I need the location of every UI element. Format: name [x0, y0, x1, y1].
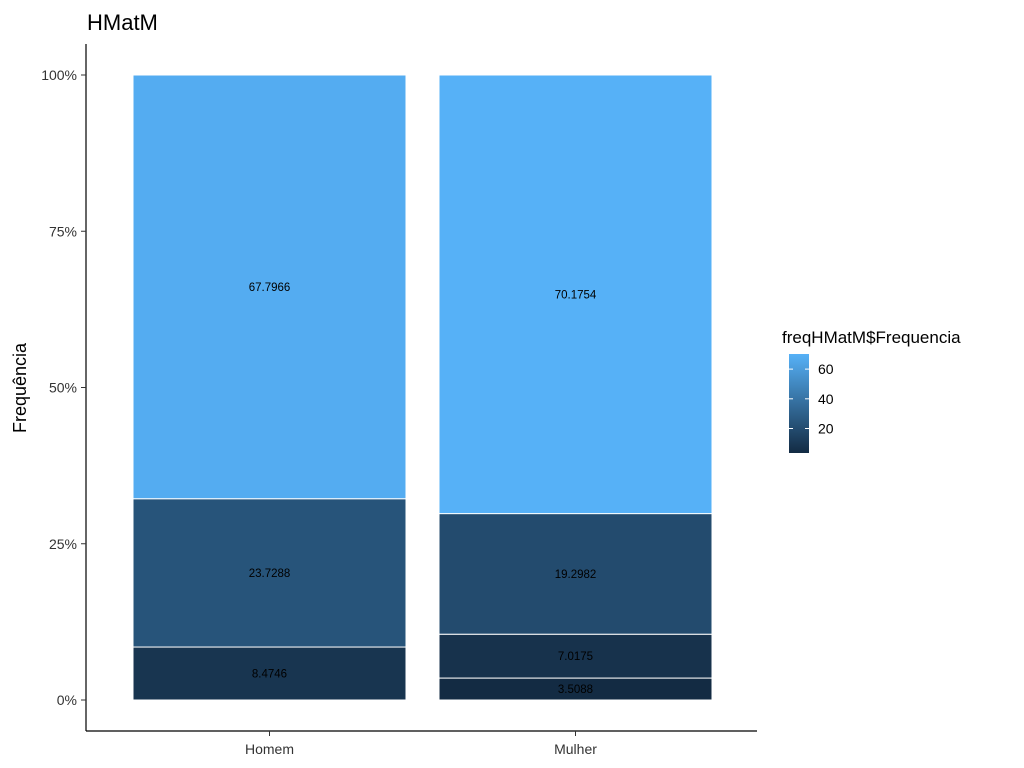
legend-tick-label: 40	[818, 391, 834, 407]
y-axis-label: Frequência	[10, 342, 30, 433]
bar-data-label: 67.7966	[249, 282, 291, 294]
color-legend: freqHMatM$Frequencia 20 40 60	[782, 328, 961, 453]
legend-tick-label: 60	[818, 361, 834, 377]
legend-tick-label: 20	[818, 421, 834, 437]
bar-data-label: 23.7288	[249, 568, 291, 580]
y-tick-label: 75%	[49, 223, 77, 239]
x-category-label: Homem	[245, 741, 294, 757]
y-tick-label: 100%	[41, 67, 77, 83]
legend-title: freqHMatM$Frequencia	[782, 328, 961, 347]
bar-data-label: 7.0175	[558, 651, 593, 663]
legend-ticks: 20 40 60	[789, 361, 834, 437]
y-tick-label: 50%	[49, 380, 77, 396]
bar-segment	[132, 498, 407, 648]
bar-data-label: 3.5088	[558, 684, 593, 696]
bar-segment	[438, 513, 713, 635]
chart-title: HMatM	[87, 10, 158, 35]
legend-colorbar	[789, 354, 809, 453]
plot-area: 8.4746 23.7288 67.7966 3.5088 7.0175 19.2982 7…	[132, 74, 713, 701]
bar-segment	[438, 633, 713, 679]
y-tick-label: 25%	[49, 536, 77, 552]
y-axis-ticks: 0% 25% 50% 75% 100%	[41, 67, 86, 708]
x-axis-ticks: Homem Mulher	[245, 731, 597, 757]
bar-segment	[438, 74, 713, 515]
x-category-label: Mulher	[554, 741, 597, 757]
bar-segment	[132, 646, 407, 701]
bar-data-label: 19.2982	[555, 569, 597, 581]
y-tick-label: 0%	[57, 692, 77, 708]
bar-data-label: 70.1754	[555, 289, 597, 301]
bar-data-label: 8.4746	[252, 669, 287, 681]
bar-segment	[132, 74, 407, 500]
